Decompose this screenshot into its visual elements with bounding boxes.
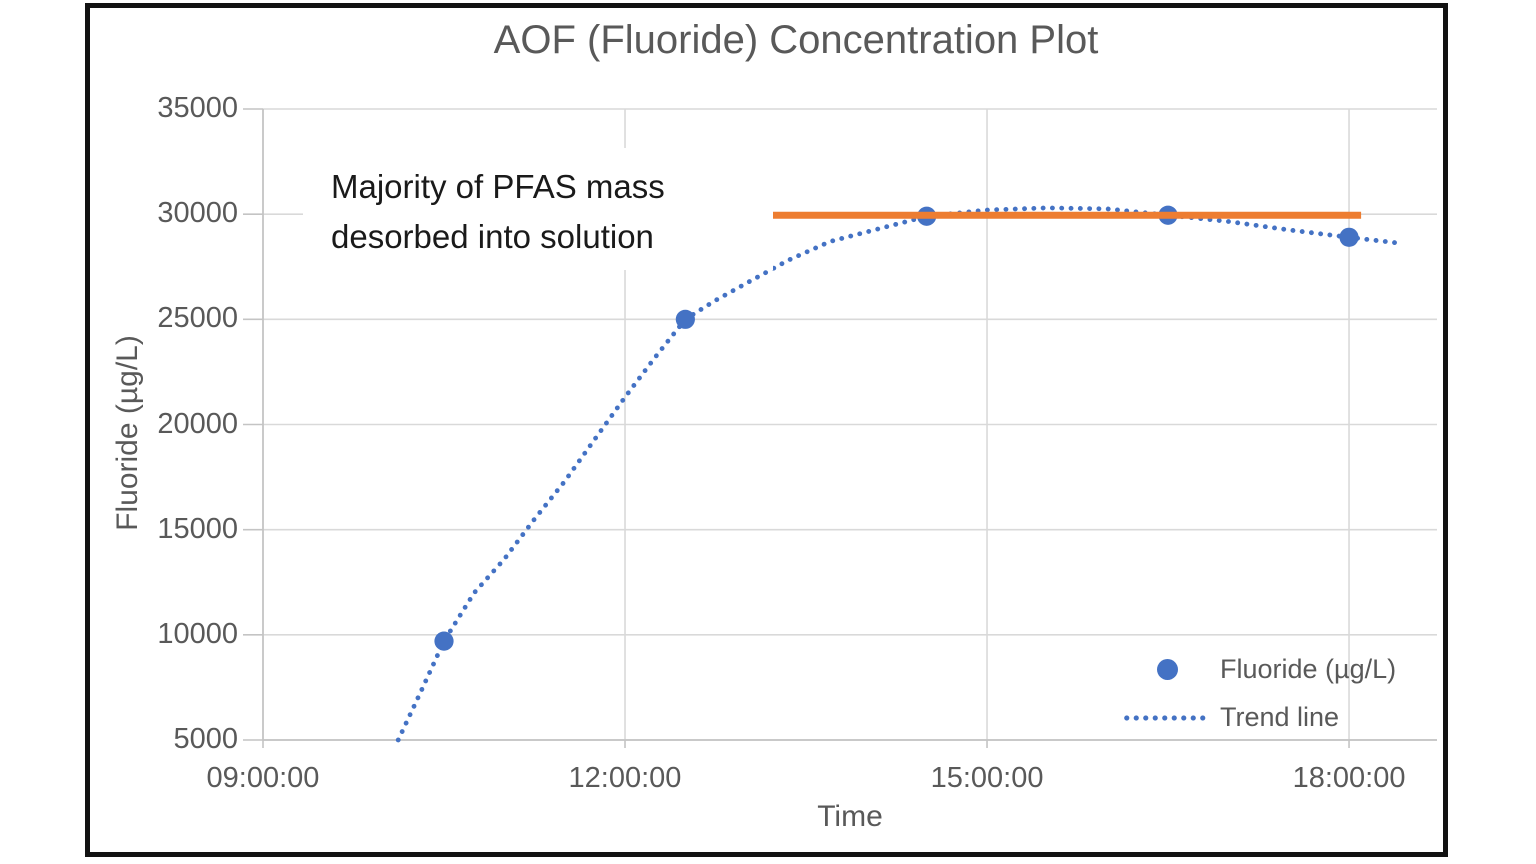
chart-frame: AOF (Fluoride) Concentration Plot Majori…	[85, 3, 1448, 857]
x-tick-label: 18:00:00	[1292, 762, 1406, 794]
annotation-line-2: desorbed into solution	[331, 218, 654, 255]
y-tick-label: 20000	[157, 407, 238, 440]
x-tick-label: 12:00:00	[568, 762, 682, 794]
annotation-text-box: Majority of PFAS mass desorbed into solu…	[303, 148, 773, 270]
data-point	[675, 309, 695, 329]
y-tick-label: 30000	[157, 197, 238, 230]
annotation-line-1: Majority of PFAS mass	[331, 168, 665, 205]
y-tick-label: 5000	[173, 723, 238, 755]
legend-dotted-line-icon	[1122, 715, 1208, 721]
y-tick-label: 15000	[157, 512, 238, 545]
legend-label-trend: Trend line	[1220, 702, 1340, 732]
y-tick-label: 25000	[157, 302, 238, 335]
x-tick-label: 09:00:00	[206, 762, 320, 794]
data-point	[434, 631, 454, 651]
legend-label-fluoride: Fluoride (µg/L)	[1220, 654, 1397, 684]
x-axis-title: Time	[817, 800, 883, 833]
x-tick-label: 15:00:00	[930, 762, 1044, 794]
y-tick-label: 35000	[157, 92, 238, 124]
y-tick-label: 10000	[157, 617, 238, 650]
data-point	[1339, 227, 1359, 247]
legend-scatter-marker-icon	[1157, 659, 1178, 680]
chart-title: AOF (Fluoride) Concentration Plot	[493, 18, 1099, 62]
